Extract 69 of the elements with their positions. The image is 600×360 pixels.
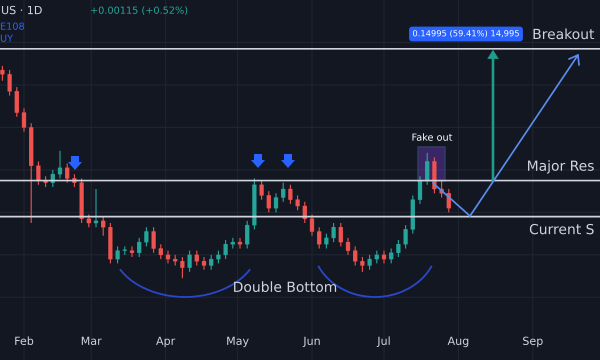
candlestick [202,256,206,270]
candlestick [180,256,185,279]
candlestick [22,108,26,132]
candlestick [0,65,5,82]
candlestick [367,254,372,270]
text: E108 [0,22,24,30]
candlestick [86,214,91,228]
x-tick-label: May [227,336,249,348]
candlestick [187,250,192,272]
x-tick-label: Apr [156,336,176,348]
x-tick-label: Mar [82,336,102,345]
candlestick [144,226,149,247]
candlestick [223,239,228,260]
candlestick [259,180,264,200]
x-tick-label: Jun [302,336,320,348]
x-tick-label: Jul [376,336,390,348]
annotation: Fake out [412,133,452,141]
candlestick [288,184,293,204]
candlestick [14,86,19,118]
candlestick [173,254,178,266]
candlestick [338,222,343,247]
candlestick [331,222,336,243]
candlestick [7,70,12,96]
candlestick [209,254,214,270]
candlestick [137,237,142,258]
candlestick [94,188,98,228]
candlestick [238,237,242,250]
candlestick [324,233,329,250]
candlestick [130,246,134,258]
candlestick [65,162,70,184]
candlestick [396,239,401,258]
text: +0.00115 (+0.52%) [91,6,188,15]
candlestick [230,237,235,250]
candlestick [36,160,41,186]
candlestick [122,246,127,256]
candlestick [274,192,278,213]
candlestick [310,214,314,236]
text: UY [0,34,14,42]
candlestick [302,201,307,224]
x-tick-label: Sep [523,336,543,348]
candlestick [346,237,350,256]
x-tick-label: Feb [15,336,34,345]
text: US · 1D [2,6,42,14]
candlestick [353,246,358,266]
ref-line-label: Current S [530,224,594,234]
candlestick [360,256,365,272]
candlestick [389,248,394,264]
candlestick [382,250,386,264]
text: Double Bottom [234,281,336,292]
candlestick [403,224,408,250]
candlestick [194,250,199,266]
candlestick [166,250,170,264]
text: 0.14995 (59.41%) 14,995 [412,30,519,38]
candlestick [151,226,156,254]
x-tick-label: Aug [448,336,468,348]
candlestick [295,194,300,211]
ref-line-label: Breakout [534,28,594,40]
ref-line-label: Major Res [528,160,594,174]
candlestick [115,246,120,264]
candlestick [266,190,271,213]
candlestick [425,152,430,186]
candlestick [281,182,286,202]
candlestick [374,250,379,264]
candlestick [158,244,163,260]
candlestick [216,250,221,264]
candlestick [245,220,250,250]
candlestick [317,226,322,250]
candlestick [101,216,106,236]
candlestick [58,150,62,179]
